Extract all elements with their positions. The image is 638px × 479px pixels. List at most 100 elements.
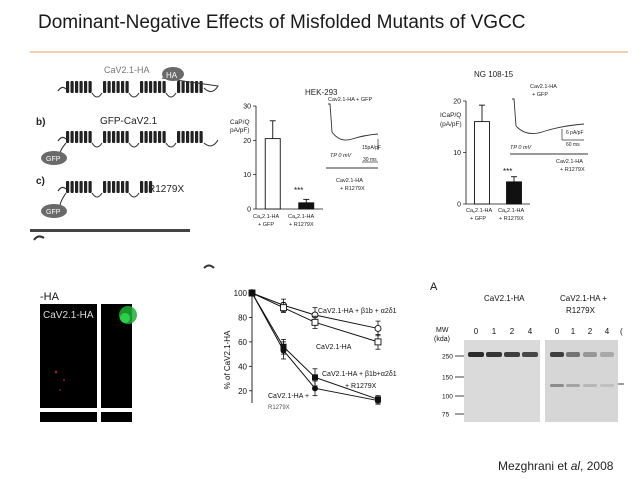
mw-marker-label: 250 (442, 354, 453, 361)
data-point (374, 338, 382, 346)
blot-bands (468, 352, 614, 387)
y-tick-label: 100 (234, 289, 248, 298)
data-point (312, 385, 318, 392)
time-ylabel: % of CaV2.1-HA (223, 330, 232, 389)
bar (474, 121, 490, 205)
helix-segment (162, 81, 166, 93)
ng-inset-bottom-2: + R1279X (560, 167, 585, 173)
blot-title-2b: R1279X (566, 306, 596, 315)
helix-segment (186, 81, 190, 93)
label-b: b) (36, 117, 45, 128)
label-gfp-cav21: GFP-CaV2.1 (100, 116, 158, 127)
helix-segment (144, 81, 148, 93)
y-tick-label: 40 (238, 362, 247, 371)
ng-xlabel-1a: Cav2.1-HA (466, 208, 492, 214)
ng-ylabel-1: ICaP/Q (440, 112, 461, 119)
micro-bar-left (40, 412, 97, 422)
hek-xlabel-2b: + R1279X (289, 222, 314, 228)
series-line (251, 292, 379, 343)
helix-segment (153, 131, 157, 143)
citation: Mezghrani et al, 2008 (498, 459, 614, 473)
helix-segment (153, 81, 157, 93)
y-tick-label: 30 (243, 104, 251, 111)
blot-band (583, 352, 597, 357)
helix-segment (75, 181, 79, 193)
helix-segment (66, 181, 70, 193)
lane-label: 4 (605, 327, 610, 336)
helix-segment (79, 181, 83, 193)
hek293-panel: HEK-293 CaP/Q pA/pF) 0 10 20 30 *** Cav2.1-… (230, 88, 381, 228)
channel-schematic-c (57, 181, 153, 207)
slide-title: Dominant-Negative Effects of Misfolded M… (38, 12, 526, 33)
mw-marker-label: 75 (442, 412, 450, 419)
y-tick-label: 0 (247, 207, 251, 214)
lane-label: 0 (474, 327, 479, 336)
red-speck-3 (59, 389, 61, 391)
helix-segment (195, 131, 199, 143)
lane-label: 1 (571, 327, 576, 336)
helix-segment (66, 81, 70, 93)
helix-segment (116, 131, 120, 143)
helix-segment (177, 81, 181, 93)
ng-xlabel-2a: Cav2.1-HA (498, 208, 524, 214)
ng-bar-chart: 0 10 20 (453, 99, 530, 209)
intracellular-loop (128, 142, 140, 148)
hek-ylabel-2: pA/pF) (230, 127, 250, 134)
intracellular-loop (128, 192, 140, 198)
data-point (249, 290, 255, 296)
channel-schematic-b (57, 131, 219, 155)
hek-xlabel-1a: Cav2.1-HA (253, 214, 279, 220)
helix-segment (162, 131, 166, 143)
series-label-cav21: CaV2.1-HA (316, 344, 352, 351)
data-point (311, 318, 319, 326)
helix-segment (140, 131, 144, 143)
n-terminus-loop (57, 136, 67, 142)
helix-segment (79, 131, 83, 143)
helix-segment (79, 81, 83, 93)
label-c: c) (36, 176, 45, 187)
y-tick-label: 10 (243, 172, 251, 179)
y-tick-label: 60 (238, 338, 247, 347)
timecourse-panel: 20 40 60 80 100 % of CaV2.1-HA CaV2.1-HA + β… (203, 264, 397, 411)
helix-segment (158, 131, 162, 143)
red-speck-1 (54, 370, 58, 374)
ng-inset-top-1: Cav2.1-HA (530, 84, 557, 90)
blot-band-faint (550, 384, 564, 387)
helix-segment (190, 131, 194, 143)
label-cav21-ha: CaV2.1-HA (104, 65, 150, 75)
helix-segment (103, 131, 107, 143)
y-tick-label: 80 (238, 313, 247, 322)
blot-band-faint (600, 384, 614, 387)
ng-significance: *** (503, 167, 512, 176)
blot-panel: A CaV2.1-HA CaV2.1-HA + R1279X MW (kda) … (430, 281, 624, 422)
lane-label: 2 (510, 327, 515, 336)
micro-label: CaV2.1-HA (43, 310, 94, 321)
helix-segment (70, 131, 74, 143)
ng-scale-1: 6 pA/pF (566, 130, 584, 136)
data-point (375, 397, 381, 404)
blot-band (566, 352, 580, 357)
helix-segment (112, 181, 116, 193)
hek-significance: *** (294, 186, 303, 195)
hek-trace-gfp (328, 103, 379, 141)
helix-segment (84, 181, 88, 193)
red-speck-2 (62, 378, 66, 382)
helix-segment (158, 81, 162, 93)
intracellular-loop (91, 142, 103, 148)
gfp-label-c: GFP (46, 209, 61, 216)
bar (298, 202, 315, 210)
data-point (280, 304, 287, 312)
blot-band (504, 352, 520, 357)
hek-inset-bottom-2: + R1279X (340, 186, 365, 192)
helix-segment (125, 81, 129, 93)
hek-ylabel-1: CaP/Q (230, 119, 250, 126)
helix-segment (140, 81, 144, 93)
cropped-label-fragment-2 (203, 264, 215, 269)
helix-segment (181, 81, 185, 93)
helix-segment (75, 81, 79, 93)
blot-band (550, 352, 564, 357)
blot-title-2a: CaV2.1-HA + (560, 294, 607, 303)
bar (506, 181, 522, 205)
c-terminus-b (203, 139, 219, 147)
blot-band (600, 352, 614, 357)
